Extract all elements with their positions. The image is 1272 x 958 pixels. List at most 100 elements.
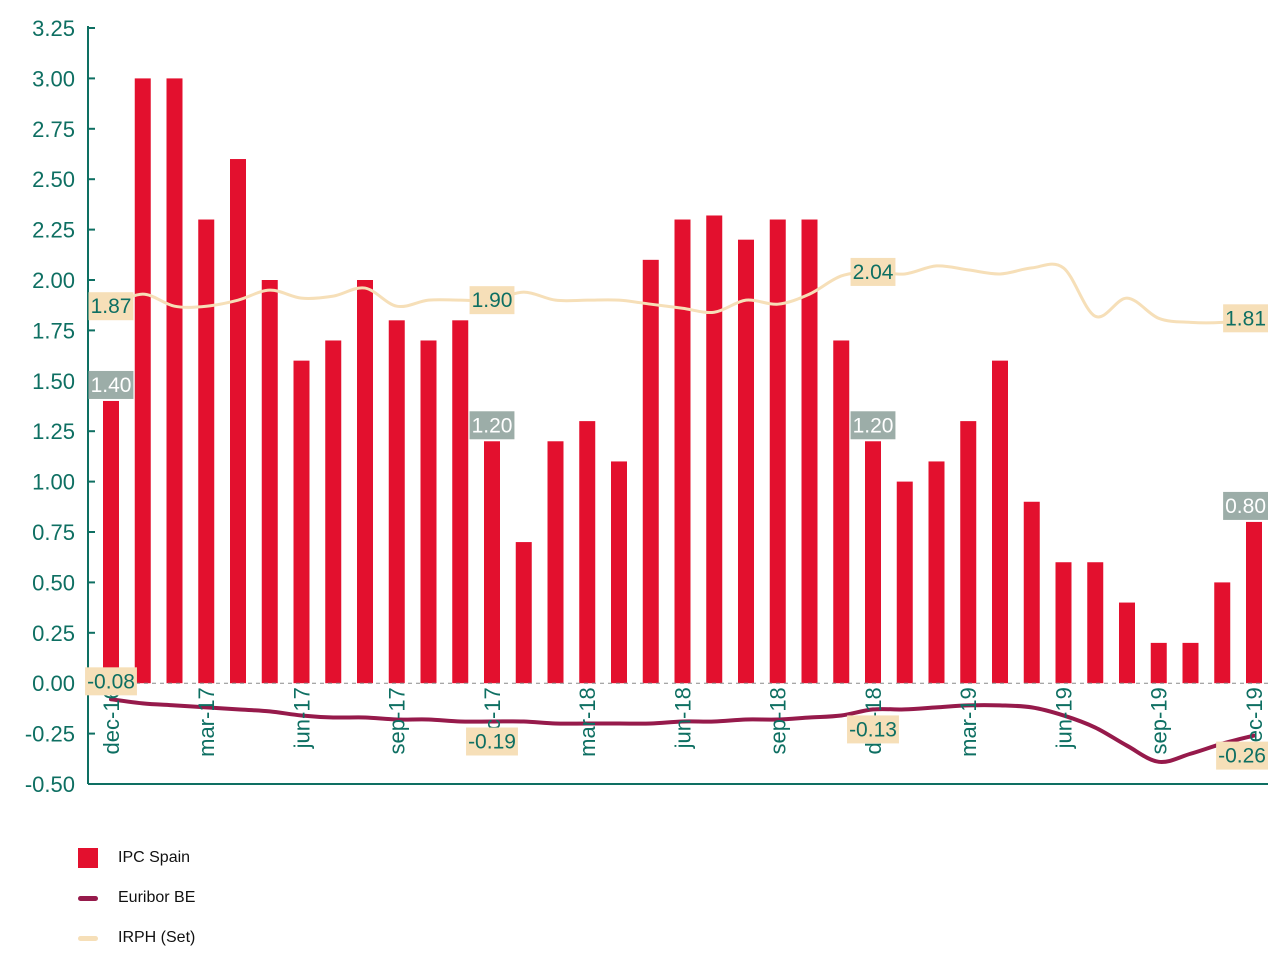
bar-mar-19 [960,421,977,684]
chart: 3.25 3.00 2.75 2.50 2.25 2.00 1.75 1.50 1.25 1.00… [25,16,1268,797]
line-series [109,262,1256,764]
bar-sep-18 [769,219,786,684]
y-tick-label: 2.25 [32,218,75,243]
bar-jun-17 [293,360,310,684]
x-tick-label: sep-19 [1147,687,1172,754]
data-label-text: 2.04 [853,261,894,284]
x-tick-label: mar-19 [956,687,981,757]
bar-sep-17 [388,320,405,684]
data-label: 1.87 [88,292,134,321]
y-tick-label: 3.00 [32,66,75,91]
x-tick-label: dec-16 [99,687,124,754]
data-label-bg [1216,741,1268,770]
x-tick-label: mar-17 [194,687,219,757]
y-tick-label: 1.50 [32,369,75,394]
data-label: 0.80 [1223,491,1268,520]
bar-mar-17 [198,219,215,684]
y-tick-label: 2.00 [32,268,75,293]
y-tick-label: -0.25 [25,722,75,747]
bar-series-ipc-spain [103,78,1262,684]
bar-jun-19 [1055,562,1072,684]
bar-nov-19 [1214,582,1231,684]
bar-may-18 [642,259,659,684]
data-label-text: 1.81 [1225,307,1266,330]
bar-oct-18 [801,219,818,684]
bar-jun-18 [674,219,691,684]
data-label-text: 1.40 [91,374,132,397]
data-label: -0.19 [466,727,518,756]
data-label-bg [88,292,134,321]
x-tick-label: sep-18 [766,687,791,754]
legend-swatch-euribor-be [78,895,98,901]
data-label: -0.26 [1216,741,1268,770]
legend-item-ipc-spain: IPC Spain [78,838,195,878]
y-tick-label: 0.75 [32,520,75,545]
bar-nov-17 [452,320,469,684]
bar-jul-17 [325,340,342,684]
bar-may-19 [1023,501,1040,684]
data-label-bg [1223,491,1268,520]
data-label-text: -0.26 [1218,745,1266,768]
data-label-text: -0.13 [849,718,897,741]
bar-aug-17 [357,280,373,684]
bar-jul-19 [1087,562,1104,684]
y-tick-label: 2.50 [32,167,75,192]
bar-nov-18 [833,340,850,684]
data-label: 1.20 [850,411,896,440]
data-label: -0.08 [85,667,137,696]
bar-apr-19 [992,360,1008,684]
data-label: 1.40 [88,370,134,399]
y-tick-label: 2.75 [32,117,75,142]
bar-feb-17 [166,78,183,684]
data-label-bg [847,715,899,744]
data-label: 1.81 [1223,304,1268,333]
bar-apr-18 [611,461,627,684]
bar-sep-19 [1150,642,1167,684]
bar-oct-17 [420,340,437,684]
y-tick-label: 1.25 [32,419,75,444]
bar-dec-16 [103,400,119,684]
y-tick-label: 1.00 [32,470,75,495]
bar-dec-19 [1246,521,1262,684]
legend-swatch-ipc-spain [78,848,98,868]
legend-label-irph-set: IRPH (Set) [118,929,196,946]
y-tick-label: 0.25 [32,621,75,646]
line-euribor-be [109,697,1256,764]
data-label-text: -0.08 [87,670,135,693]
legend-label-euribor-be: Euribor BE [118,889,196,906]
data-label-bg [850,257,896,286]
data-labels: 1.40 1.20 1.20 0.80 1.87 1.90 2.04 1.81 -0.08 -0.… [85,257,1268,770]
data-label-text: 1.20 [472,414,513,437]
bar-jan-19 [896,481,913,684]
y-tick-label: 0.50 [32,570,75,595]
data-label: -0.13 [847,715,899,744]
y-tick-label: 0.00 [32,671,75,696]
bar-dec-18 [865,441,881,684]
legend: IPC Spain Euribor BE IRPH (Set) [78,838,195,958]
bar-aug-19 [1119,602,1135,684]
legend-swatch-irph-set [78,935,98,941]
x-tick-label: sep-17 [385,687,410,754]
data-label-bg [1223,304,1268,333]
data-label-text: -0.19 [468,731,516,754]
data-label-text: 1.20 [853,414,894,437]
bar-jan-17 [134,78,151,684]
data-label-text: 1.87 [91,295,132,318]
bar-aug-18 [738,239,754,684]
data-label-text: 0.80 [1225,495,1266,518]
x-ticks: dec-16 mar-17 jun-17 sep-17 dec-17 mar-18 jun-… [99,687,1267,757]
bar-mar-18 [579,421,596,684]
legend-item-irph-set: IRPH (Set) [78,918,195,958]
data-label-bg [850,411,896,440]
x-tick-label: mar-18 [575,687,600,757]
x-tick-label: jun-19 [1052,687,1077,749]
data-label-bg [85,667,137,696]
bar-oct-19 [1182,642,1199,684]
data-label: 2.04 [850,257,896,286]
data-label-text: 1.90 [472,289,513,312]
y-tick-label: 1.75 [32,318,75,343]
x-tick-label: jun-17 [290,687,315,749]
y-ticks: 3.25 3.00 2.75 2.50 2.25 2.00 1.75 1.50 1.25 1.00… [25,16,95,797]
y-tick-label: -0.50 [25,772,75,797]
data-label: 1.20 [469,411,515,440]
